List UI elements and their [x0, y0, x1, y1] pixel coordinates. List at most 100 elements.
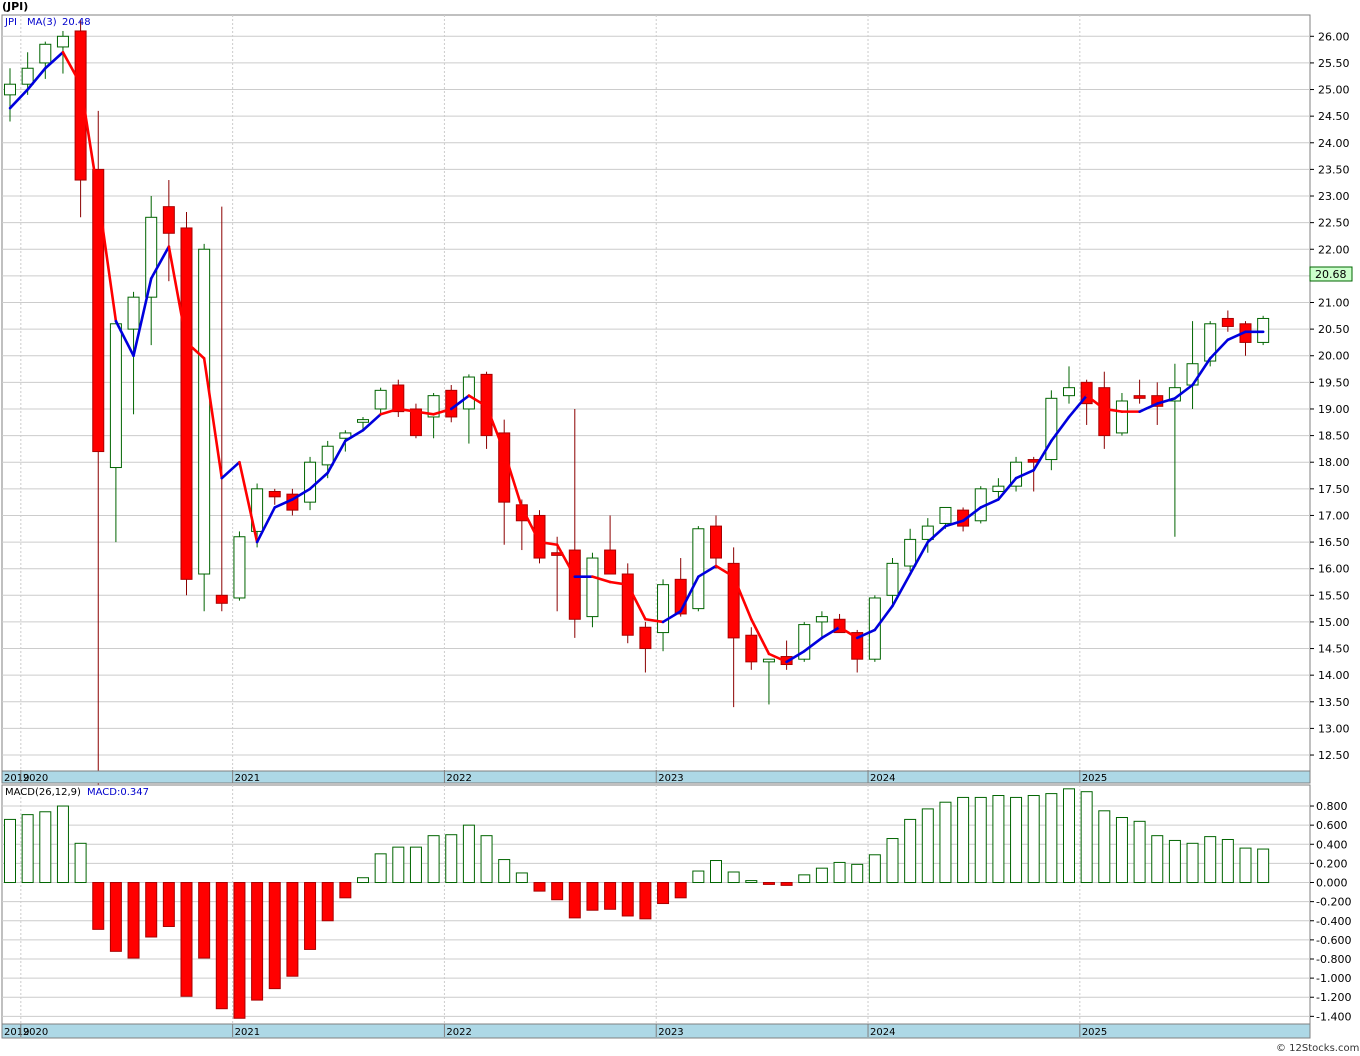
ma-segment: [308, 471, 330, 491]
candle-down: [621, 573, 634, 636]
ma-segment: [873, 604, 894, 632]
candle-up: [145, 216, 158, 298]
macd-bar-negative: [657, 882, 670, 905]
candle-down: [1133, 395, 1146, 399]
price-y-tick-label: 18.00: [1318, 456, 1350, 469]
ma-segment: [344, 428, 365, 443]
price-y-tick-label: 14.00: [1318, 669, 1350, 682]
macd-bar-positive: [1010, 796, 1023, 884]
macd-bar-positive: [357, 877, 369, 884]
candle-up: [357, 419, 369, 423]
macd-bar-positive: [1151, 835, 1164, 884]
last-price-label: 20.68: [1315, 268, 1347, 281]
macd-bar-positive: [815, 867, 828, 884]
ma-segment: [61, 50, 82, 86]
macd-bar-positive: [798, 874, 811, 884]
ma-segment: [520, 506, 541, 544]
macd-y-tick-label: -1.200: [1316, 991, 1351, 1004]
ma-segment: [96, 194, 118, 323]
macd-bar-positive: [1221, 838, 1234, 884]
candle-up: [904, 538, 917, 567]
candle-up: [321, 445, 334, 466]
ma-segment: [1085, 394, 1106, 411]
x-tick-label: 2025: [1082, 1027, 1107, 1038]
macd-bar-positive: [56, 805, 69, 884]
macd-bar-negative: [586, 882, 599, 911]
candle-down: [710, 525, 722, 559]
ma-segment: [326, 439, 347, 475]
candle-down: [392, 384, 405, 413]
legend-symbol: JPI: [4, 17, 17, 28]
ma-segment: [238, 460, 259, 544]
macd-bar-negative: [321, 882, 334, 922]
ma-segment: [361, 412, 382, 432]
candle-down: [180, 227, 193, 580]
macd-bar-positive: [957, 796, 970, 884]
macd-bar-negative: [639, 882, 652, 920]
macd-bar-positive: [374, 853, 387, 884]
candle-up: [798, 624, 811, 660]
macd-bar-positive: [939, 801, 952, 884]
macd-bars: [4, 788, 1270, 1019]
macd-y-tick-label: -1.400: [1316, 1010, 1351, 1023]
macd-bar-positive: [74, 842, 87, 884]
candle-down: [1098, 387, 1111, 437]
macd-bar-positive: [886, 838, 899, 884]
price-y-tick-label: 24.50: [1318, 110, 1350, 123]
candle-up: [762, 658, 775, 663]
macd-bar-negative: [198, 882, 211, 959]
ma-segment: [1032, 439, 1053, 472]
ma-segment: [820, 625, 841, 640]
x-tick-label: 2021: [235, 773, 260, 784]
candle-up: [251, 488, 264, 532]
x-tick-label: 2021: [235, 1027, 260, 1038]
ma-segment: [8, 88, 29, 110]
price-y-tick-label: 12.50: [1318, 749, 1350, 762]
macd-y-tick-label: 0.000: [1316, 877, 1348, 890]
macd-bar-negative: [127, 882, 140, 959]
macd-bar-negative: [533, 882, 546, 892]
macd-bar-negative: [286, 882, 299, 977]
last-price-box: [1309, 266, 1353, 282]
macd-bar-positive: [868, 854, 881, 884]
macd-bar-negative: [268, 882, 281, 990]
candle-down: [533, 514, 546, 559]
candle-up: [4, 83, 16, 96]
macd-bar-positive: [921, 808, 934, 884]
ma-segment: [414, 410, 435, 416]
macd-bar-positive: [1045, 793, 1058, 884]
price-y-tick-label: 22.50: [1318, 217, 1350, 230]
ma-segment: [591, 575, 612, 584]
macd-bar-positive: [4, 818, 16, 884]
price-y-tick-label: 22.00: [1318, 243, 1350, 256]
ma-segment: [396, 407, 418, 413]
macd-bar-positive: [727, 871, 740, 884]
candle-up: [462, 376, 475, 410]
ma-segment: [149, 245, 171, 280]
ma-segment: [679, 575, 700, 613]
ma-segment: [908, 540, 930, 576]
candle-up: [1186, 363, 1199, 386]
ma-segment: [502, 450, 524, 509]
macd-bar-positive: [904, 818, 917, 884]
ma-segment: [979, 498, 1000, 509]
candle-down: [568, 549, 581, 620]
macd-y-tick-label: 0.400: [1316, 838, 1348, 851]
macd-bar-positive: [692, 870, 705, 884]
macd-bar-positive: [1098, 810, 1111, 884]
ma-segment: [1014, 468, 1035, 480]
ma-segment: [26, 66, 47, 91]
macd-bar-negative: [604, 882, 617, 910]
macd-bar-negative: [621, 882, 634, 917]
candle-up: [657, 584, 670, 634]
ma-segment: [1155, 397, 1177, 405]
price-y-tick-label: 20.50: [1318, 323, 1350, 336]
price-y-tick-label: 26.00: [1318, 30, 1350, 43]
candle-down: [1080, 381, 1093, 405]
price-y-tick-label: 25.50: [1318, 57, 1350, 70]
ma-segment: [732, 575, 753, 621]
price-y-tick-label: 13.00: [1318, 722, 1350, 735]
candle-up: [21, 67, 34, 85]
x-tick-label: 2025: [1082, 773, 1107, 784]
